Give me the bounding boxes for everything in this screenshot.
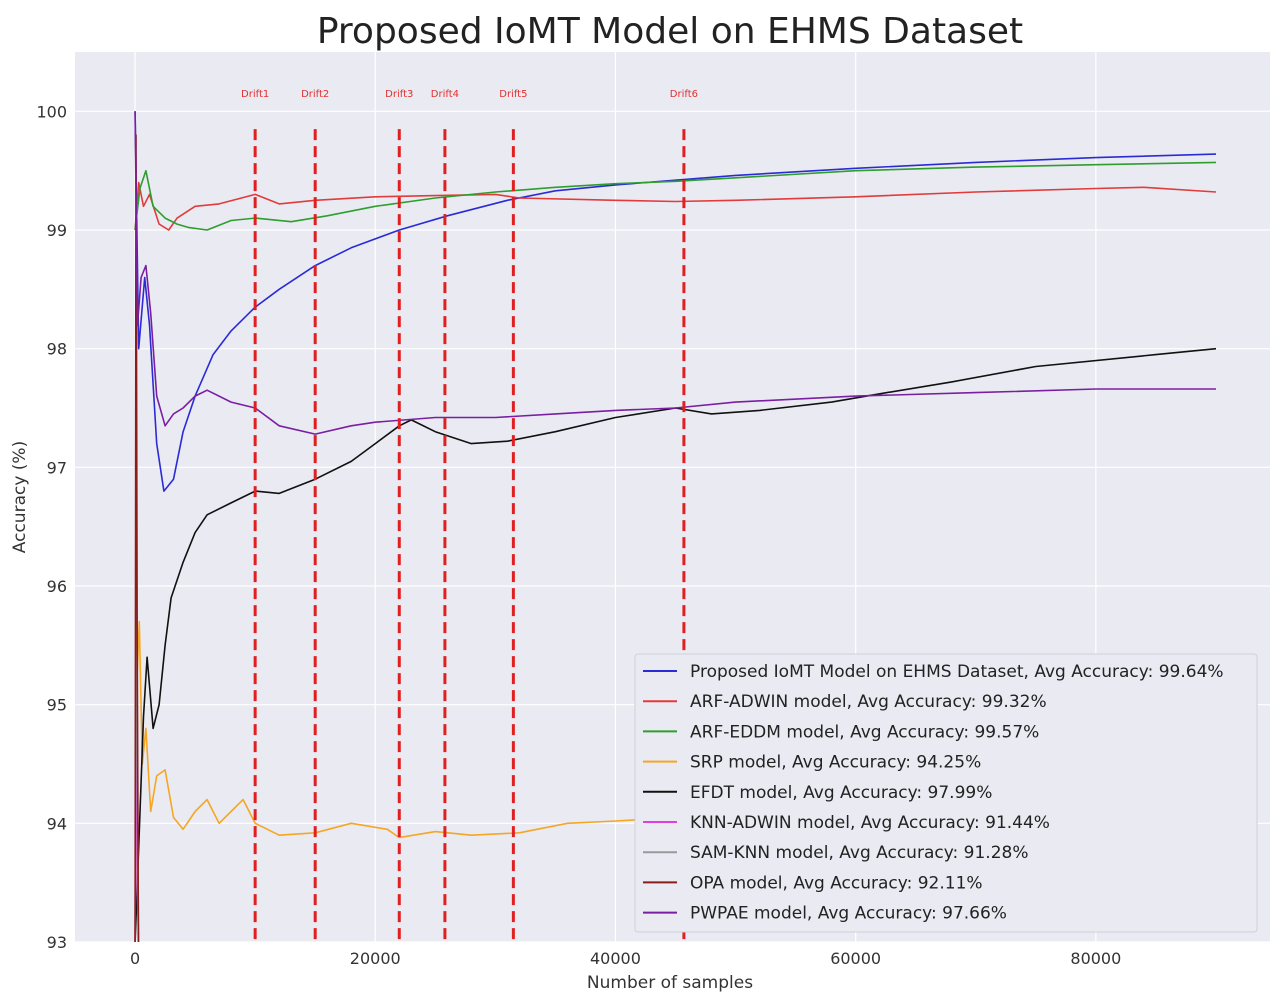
drift-lines: Drift1 Drift2 Drift3 Drift4 Drift5 Drift6 [241, 89, 698, 942]
y-tick-label: 93 [47, 933, 67, 952]
tick-labels: 93 94 95 96 97 98 99 100 0 20000 40000 60000 80000 [36, 102, 1121, 968]
y-tick-label: 97 [47, 458, 67, 477]
legend-box [634, 653, 1258, 933]
x-tick-label: 20000 [350, 949, 401, 968]
series-line-5 [134, 347, 1217, 942]
legend-entry-6: KNN-ADWIN model, Avg Accuracy: 91.44% [690, 813, 1050, 833]
x-tick-label: 40000 [590, 949, 641, 968]
y-tick-label: 100 [36, 102, 67, 121]
drift-label-5: Drift5 [499, 89, 527, 100]
x-tick-label: 80000 [1070, 949, 1121, 968]
chart-title: Proposed IoMT Model on EHMS Dataset [317, 11, 1023, 52]
x-tick-label: 60000 [830, 949, 881, 968]
legend-entry-1: Proposed IoMT Model on EHMS Dataset, Avg… [690, 662, 1224, 682]
x-tick-label: 0 [130, 949, 140, 968]
y-tick-label: 96 [47, 577, 67, 596]
legend-entry-5: EFDT model, Avg Accuracy: 97.99% [690, 783, 992, 803]
series-line-9 [134, 111, 1216, 435]
legend-entry-7: SAM-KNN model, Avg Accuracy: 91.28% [690, 843, 1028, 863]
drift-label-1: Drift1 [241, 89, 269, 100]
series-line-3 [134, 161, 1217, 231]
series-line-1 [134, 111, 1217, 492]
y-tick-label: 98 [47, 340, 67, 359]
legend-entry-3: ARF-EDDM model, Avg Accuracy: 99.57% [690, 722, 1039, 742]
series-lines [134, 111, 1217, 942]
series-line-2 [134, 181, 1217, 231]
legend-entry-4: SRP model, Avg Accuracy: 94.25% [690, 753, 981, 773]
x-axis-label: Number of samples [587, 973, 753, 993]
legend-entry-2: ARF-ADWIN model, Avg Accuracy: 99.32% [690, 692, 1047, 712]
drift-label-6: Drift6 [670, 89, 698, 100]
legend-entry-8: OPA model, Avg Accuracy: 92.11% [690, 873, 983, 893]
legend: Proposed IoMT Model on EHMS Dataset, Avg… [634, 653, 1258, 933]
y-tick-label: 99 [47, 221, 67, 240]
drift-label-2: Drift2 [301, 89, 329, 100]
y-tick-label: 95 [47, 696, 67, 715]
drift-label-4: Drift4 [431, 89, 459, 100]
y-tick-label: 94 [47, 814, 67, 833]
legend-entry-9: PWPAE model, Avg Accuracy: 97.66% [690, 904, 1007, 924]
drift-label-3: Drift3 [385, 89, 413, 100]
series-line-8 [134, 134, 140, 942]
y-axis-label: Accuracy (%) [10, 441, 30, 553]
